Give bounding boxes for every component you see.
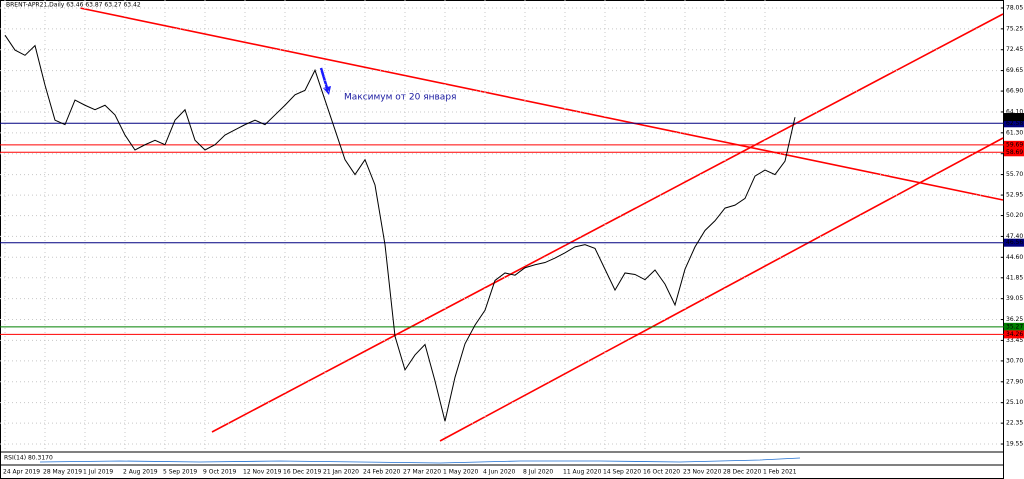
y-tick-label: 19.55 — [1006, 441, 1023, 448]
x-tick-label: 24 Feb 2020 — [363, 469, 401, 476]
x-tick-label: 23 Nov 2020 — [683, 469, 722, 476]
y-tick-label: 30.70 — [1006, 357, 1023, 364]
y-tick-label: 41.85 — [1006, 274, 1023, 281]
y-tick-label: 72.45 — [1006, 46, 1023, 53]
price-line — [4, 34, 796, 422]
x-tick-label: 12 Nov 2019 — [243, 469, 282, 476]
level-label: 58.69 — [1006, 149, 1023, 156]
x-tick-label: 2 Aug 2019 — [123, 469, 158, 476]
level-label-bg — [1004, 119, 1024, 128]
level-label: 35.27 — [1006, 323, 1023, 330]
y-tick-label: 78.05 — [1006, 4, 1023, 11]
rsi-line — [39, 457, 801, 464]
x-tick-label: 14 Sep 2020 — [603, 469, 641, 476]
x-tick-label: 1 May 2020 — [443, 469, 478, 476]
x-tick-label: 9 Oct 2019 — [203, 469, 236, 476]
level-label: 34.26 — [1006, 331, 1023, 338]
y-tick-label: 27.90 — [1006, 378, 1023, 385]
x-tick-label: 1 Feb 2021 — [763, 469, 797, 476]
y-tick-label: 52.95 — [1006, 192, 1023, 199]
x-tick-label: 8 Jul 2020 — [523, 469, 553, 476]
level-label: 46.56 — [1006, 239, 1023, 246]
arrow — [319, 67, 329, 89]
channel-upper — [211, 13, 1004, 433]
y-tick-label: 55.70 — [1006, 171, 1023, 178]
price-label: 63.42 — [1006, 114, 1023, 121]
y-tick-label: 75.25 — [1006, 25, 1023, 32]
x-tick-label: 11 Aug 2020 — [563, 469, 602, 476]
x-tick-label: 27 Mar 2020 — [403, 469, 441, 476]
x-tick-label: 16 Dec 2019 — [283, 469, 322, 476]
channel-lower — [439, 137, 1004, 442]
x-tick-label: 28 May 2019 — [43, 469, 82, 476]
y-tick-label: 69.65 — [1006, 67, 1023, 74]
level-label-bg — [1004, 148, 1024, 157]
x-tick-label: 24 Apr 2019 — [3, 469, 40, 476]
y-tick-label: 47.40 — [1006, 233, 1023, 240]
y-tick-label: 50.20 — [1006, 212, 1023, 219]
level-label-bg — [1004, 330, 1024, 339]
x-tick-label: 21 Jan 2020 — [323, 469, 359, 476]
level-label-bg — [1004, 140, 1024, 149]
y-tick-label: 39.05 — [1006, 295, 1023, 302]
x-tick-label: 4 Jun 2020 — [483, 469, 515, 476]
level-label: 59.69 — [1006, 141, 1023, 148]
y-tick-label: 44.60 — [1006, 254, 1023, 261]
price-label-bg — [1004, 113, 1024, 122]
level-label-bg — [1004, 238, 1024, 247]
x-tick-label: 5 Sep 2019 — [163, 469, 197, 476]
level-label-bg — [1004, 322, 1024, 331]
chart-title: BRENT-APR21,Daily 63.46 63.87 63.27 63.4… — [6, 2, 141, 9]
annotation: Максимум от 20 января — [344, 93, 456, 103]
y-tick-label: 33.45 — [1006, 337, 1023, 344]
y-tick-label: 61.30 — [1006, 129, 1023, 136]
trend-line — [79, 7, 1004, 201]
level-label: 62.58 — [1006, 120, 1023, 127]
y-tick-label: 25.10 — [1006, 399, 1023, 406]
y-tick-label: 36.25 — [1006, 316, 1023, 323]
x-tick-label: 28 Dec 2020 — [723, 469, 762, 476]
x-tick-label: 16 Oct 2020 — [643, 469, 680, 476]
indicator-label: RSI(14) 80.3170 — [4, 455, 53, 462]
y-tick-label: 22.35 — [1006, 420, 1023, 427]
y-tick-label: 64.10 — [1006, 108, 1023, 115]
y-tick-label: 66.90 — [1006, 88, 1023, 95]
x-tick-label: 1 Jul 2019 — [83, 469, 113, 476]
